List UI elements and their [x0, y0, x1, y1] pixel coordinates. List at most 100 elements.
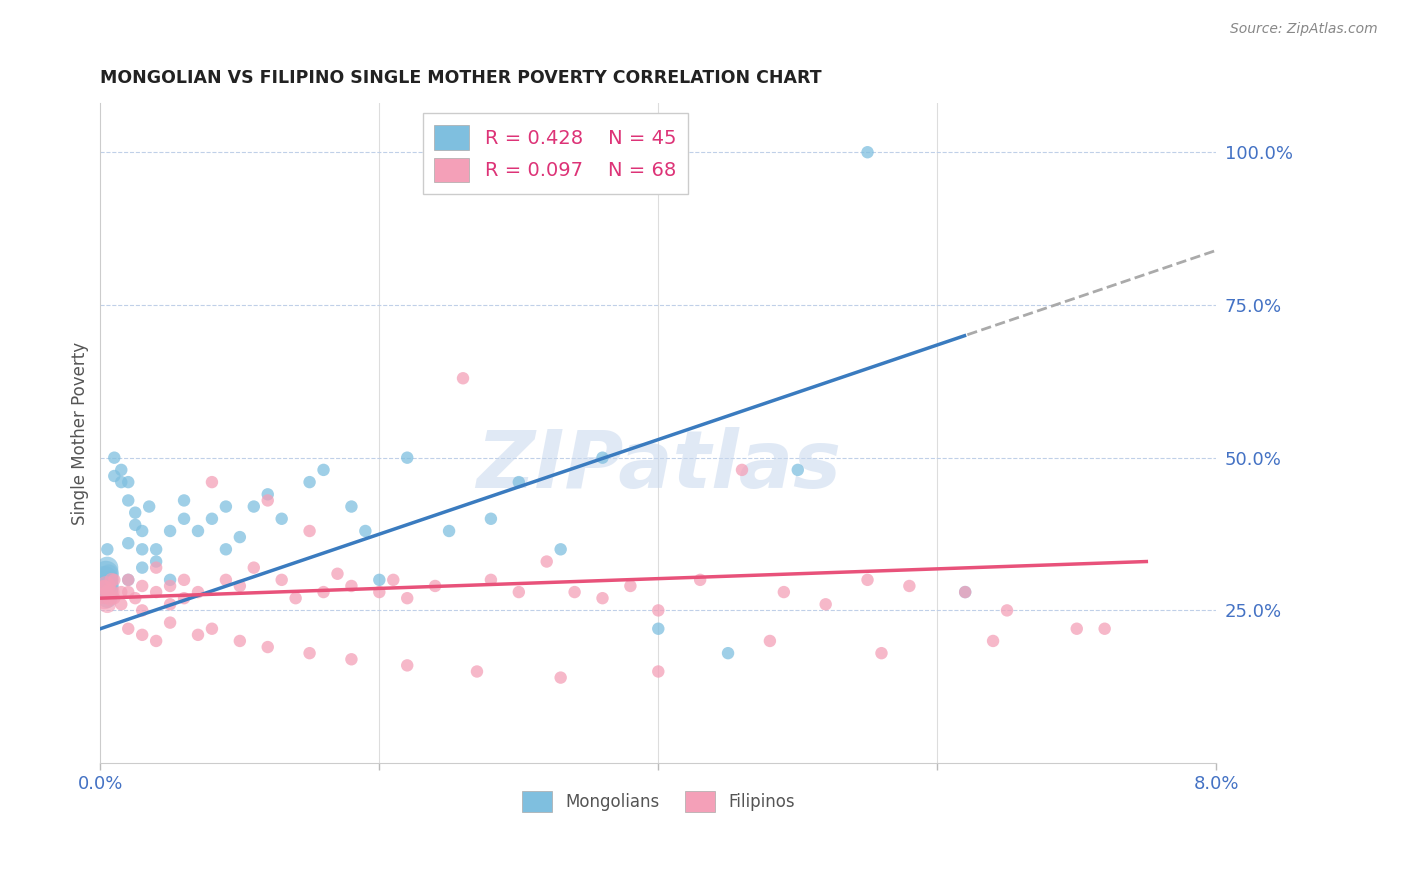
- Point: [451, 371, 474, 385]
- Point: [96, 560, 118, 574]
- Point: [243, 560, 266, 574]
- Point: [187, 524, 209, 538]
- Point: [97, 585, 120, 599]
- Point: [326, 566, 349, 581]
- Point: [550, 542, 572, 557]
- Point: [423, 579, 446, 593]
- Point: [256, 487, 278, 501]
- Point: [110, 475, 132, 489]
- Point: [103, 573, 125, 587]
- Point: [103, 450, 125, 465]
- Text: ZIPatlas: ZIPatlas: [475, 427, 841, 505]
- Point: [159, 579, 181, 593]
- Point: [117, 475, 139, 489]
- Point: [1094, 622, 1116, 636]
- Point: [465, 665, 488, 679]
- Point: [131, 524, 153, 538]
- Point: [995, 603, 1018, 617]
- Point: [131, 628, 153, 642]
- Point: [110, 585, 132, 599]
- Point: [93, 573, 115, 587]
- Point: [124, 517, 146, 532]
- Legend: Mongolians, Filipinos: Mongolians, Filipinos: [513, 782, 803, 821]
- Point: [564, 585, 586, 599]
- Point: [94, 566, 117, 581]
- Point: [340, 579, 363, 593]
- Point: [298, 475, 321, 489]
- Point: [173, 591, 195, 606]
- Point: [103, 591, 125, 606]
- Point: [187, 585, 209, 599]
- Text: MONGOLIAN VS FILIPINO SINGLE MOTHER POVERTY CORRELATION CHART: MONGOLIAN VS FILIPINO SINGLE MOTHER POVE…: [100, 69, 823, 87]
- Point: [159, 597, 181, 611]
- Point: [117, 585, 139, 599]
- Point: [229, 579, 252, 593]
- Point: [340, 652, 363, 666]
- Point: [786, 463, 808, 477]
- Point: [215, 500, 238, 514]
- Point: [814, 597, 837, 611]
- Point: [953, 585, 976, 599]
- Point: [592, 591, 614, 606]
- Point: [229, 530, 252, 544]
- Point: [256, 493, 278, 508]
- Point: [173, 573, 195, 587]
- Point: [93, 591, 115, 606]
- Point: [1066, 622, 1088, 636]
- Point: [215, 573, 238, 587]
- Point: [437, 524, 460, 538]
- Point: [173, 512, 195, 526]
- Point: [284, 591, 307, 606]
- Point: [215, 542, 238, 557]
- Point: [91, 579, 114, 593]
- Point: [396, 658, 419, 673]
- Point: [145, 560, 167, 574]
- Point: [298, 646, 321, 660]
- Point: [159, 524, 181, 538]
- Point: [101, 585, 124, 599]
- Point: [100, 573, 122, 587]
- Point: [159, 615, 181, 630]
- Point: [479, 512, 502, 526]
- Point: [368, 573, 391, 587]
- Point: [96, 585, 118, 599]
- Point: [981, 634, 1004, 648]
- Point: [117, 573, 139, 587]
- Point: [368, 585, 391, 599]
- Point: [97, 573, 120, 587]
- Point: [508, 475, 530, 489]
- Point: [270, 573, 292, 587]
- Point: [201, 475, 224, 489]
- Point: [124, 506, 146, 520]
- Point: [717, 646, 740, 660]
- Point: [382, 573, 405, 587]
- Point: [96, 542, 118, 557]
- Point: [647, 622, 669, 636]
- Point: [131, 560, 153, 574]
- Point: [508, 585, 530, 599]
- Point: [953, 585, 976, 599]
- Point: [856, 573, 879, 587]
- Point: [187, 628, 209, 642]
- Point: [396, 450, 419, 465]
- Point: [340, 500, 363, 514]
- Point: [479, 573, 502, 587]
- Point: [131, 542, 153, 557]
- Point: [94, 579, 117, 593]
- Point: [117, 622, 139, 636]
- Point: [93, 579, 115, 593]
- Point: [354, 524, 377, 538]
- Point: [898, 579, 921, 593]
- Point: [117, 536, 139, 550]
- Text: Source: ZipAtlas.com: Source: ZipAtlas.com: [1230, 22, 1378, 37]
- Point: [619, 579, 641, 593]
- Point: [117, 493, 139, 508]
- Point: [772, 585, 794, 599]
- Point: [396, 591, 419, 606]
- Point: [103, 469, 125, 483]
- Point: [243, 500, 266, 514]
- Point: [98, 591, 121, 606]
- Point: [96, 591, 118, 606]
- Point: [97, 566, 120, 581]
- Point: [647, 665, 669, 679]
